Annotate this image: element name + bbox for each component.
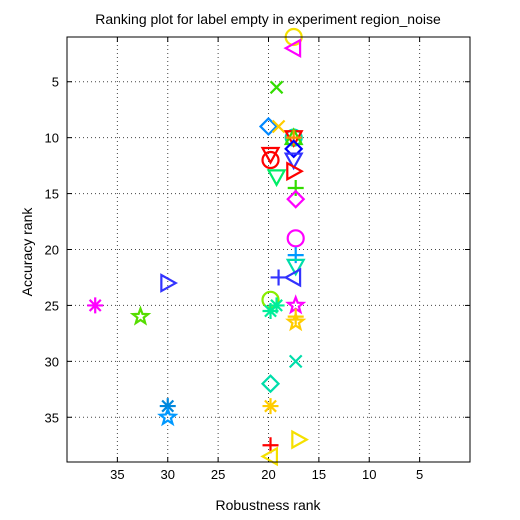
data-point-x bbox=[288, 354, 303, 369]
data-point-plus bbox=[262, 437, 279, 454]
y-tick-label: 5 bbox=[52, 75, 59, 90]
data-point-x bbox=[271, 119, 286, 134]
data-point-pentagram bbox=[129, 305, 152, 326]
y-axis-label: Accuracy rank bbox=[19, 207, 35, 297]
x-tick-label: 25 bbox=[211, 467, 225, 482]
data-point-triangle-right bbox=[160, 273, 179, 293]
data-point-asterisk bbox=[87, 297, 104, 314]
data-point-triangle-left bbox=[283, 38, 302, 59]
data-point-diamond bbox=[258, 116, 279, 137]
data-point-diamond bbox=[284, 139, 304, 159]
data-point-asterisk bbox=[268, 297, 285, 314]
data-point-triangle-down bbox=[260, 146, 281, 165]
data-point-triangle-down bbox=[283, 152, 304, 171]
data-point-pentagram bbox=[157, 406, 179, 427]
y-tick-label: 20 bbox=[45, 243, 59, 258]
data-point-triangle-right bbox=[286, 161, 304, 182]
x-tick-label: 35 bbox=[110, 467, 124, 482]
y-tick-label: 10 bbox=[45, 131, 59, 146]
axis-ticks: 35 30 25 20 15 10 5 5 10 15 20 25 30 35 bbox=[45, 37, 470, 482]
data-point-diamond bbox=[260, 374, 281, 394]
x-tick-label: 15 bbox=[312, 467, 326, 482]
y-tick-label: 15 bbox=[45, 187, 59, 202]
data-point-triangle-left bbox=[283, 267, 302, 288]
data-point-triangle-down bbox=[266, 169, 287, 188]
data-point-diamond bbox=[286, 189, 306, 209]
y-tick-label: 35 bbox=[45, 410, 59, 425]
data-point-triangle-left bbox=[260, 446, 279, 467]
x-axis-label: Robustness rank bbox=[215, 497, 321, 513]
data-point-pentagram bbox=[285, 311, 307, 332]
x-tick-label: 30 bbox=[161, 467, 175, 482]
y-tick-label: 30 bbox=[45, 354, 59, 369]
x-tick-label: 5 bbox=[416, 467, 423, 482]
x-tick-label: 10 bbox=[362, 467, 376, 482]
data-point-triangle-down bbox=[285, 258, 306, 277]
data-point-triangle-right bbox=[291, 429, 309, 450]
data-point-x bbox=[269, 80, 284, 95]
data-point-circle bbox=[286, 229, 305, 248]
y-tick-label: 25 bbox=[45, 298, 59, 313]
data-point-asterisk bbox=[262, 398, 279, 415]
grid-lines bbox=[67, 37, 470, 462]
data-point-plus bbox=[285, 129, 302, 146]
data-point-asterisk bbox=[159, 398, 176, 415]
data-point-plus bbox=[287, 179, 304, 196]
plot-frame bbox=[66, 36, 471, 463]
x-tick-label: 20 bbox=[261, 467, 275, 482]
data-point-circle bbox=[261, 150, 280, 170]
chart-title: Ranking plot for label empty in experime… bbox=[95, 11, 441, 27]
data-points bbox=[87, 27, 309, 467]
data-point-asterisk bbox=[262, 303, 279, 320]
